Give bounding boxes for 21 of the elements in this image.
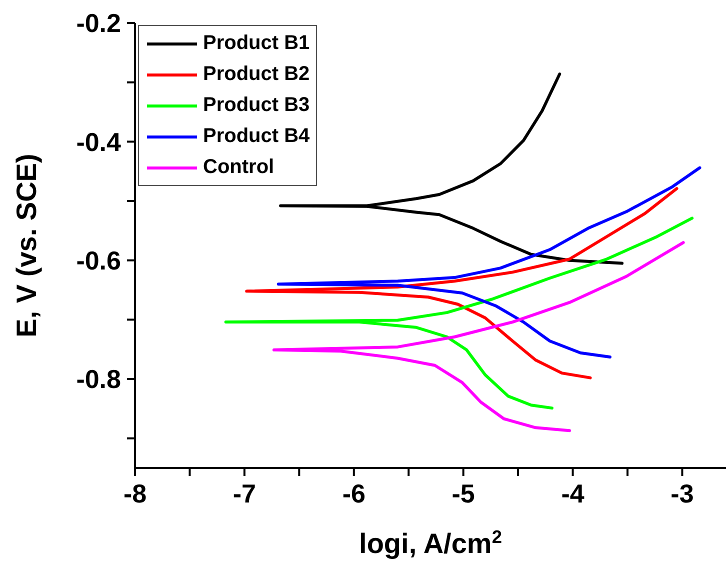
- legend-label: Product B4: [203, 125, 310, 148]
- y-tick-label: -0.4: [76, 126, 122, 157]
- line-series: [276, 166, 702, 359]
- x-tick-label: -5: [452, 478, 475, 508]
- y-tick-label: -0.8: [76, 364, 121, 394]
- y-tick-label: -0.2: [76, 8, 121, 38]
- legend-label: Control: [203, 156, 274, 179]
- x-tick-label: -8: [123, 478, 147, 508]
- legend-label: Product B2: [203, 63, 310, 86]
- line-series: [245, 187, 678, 380]
- x-axis-title: logi, A/cm$^{2}$: [359, 527, 502, 559]
- x-tick-label: -7: [232, 478, 256, 508]
- legend-label: Product B1: [203, 32, 310, 55]
- line-series: [272, 241, 685, 432]
- x-tick-label: -6: [342, 478, 366, 508]
- legend-label: Product B3: [203, 94, 310, 117]
- y-tick-label: -0.6: [76, 246, 121, 276]
- x-tick-label: -3: [670, 478, 694, 508]
- line-series: [224, 216, 694, 410]
- x-tick-label: -4: [561, 478, 585, 508]
- y-axis-title: E, V (vs. SCE): [11, 154, 42, 338]
